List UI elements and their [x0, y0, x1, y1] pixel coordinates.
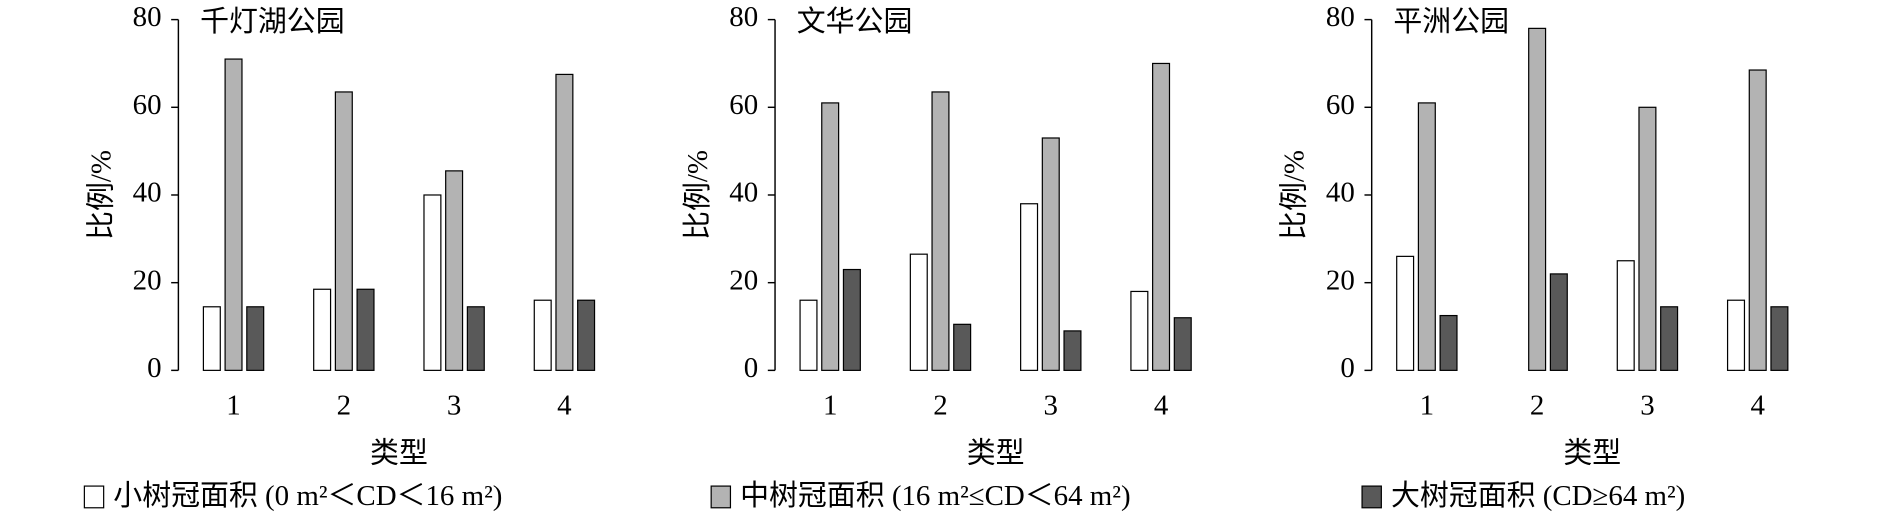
bar [931, 91, 950, 371]
x-tick-label: 3 [1640, 389, 1654, 421]
y-tick-label: 0 [744, 352, 758, 384]
bar [445, 170, 464, 371]
bar [423, 194, 442, 371]
bar [202, 306, 221, 371]
legend-label: 中树冠面积 (16 m²≤CD＜64 m²) [740, 480, 1131, 512]
y-tick-label: 40 [729, 177, 758, 209]
y-tick-label: 20 [1326, 264, 1355, 296]
y-tick-label: 80 [133, 1, 162, 33]
x-tick-label: 3 [1044, 389, 1058, 421]
legend-label: 大树冠面积 (CD≥64 m²) [1391, 480, 1685, 512]
x-tick-label: 2 [337, 389, 351, 421]
y-tick-label: 60 [729, 89, 758, 121]
x-tick-label: 1 [823, 389, 837, 421]
bar [555, 73, 574, 371]
bar [842, 268, 861, 371]
y-tick-label: 0 [147, 352, 161, 384]
x-tick-label: 1 [226, 389, 240, 421]
bar [1041, 137, 1060, 371]
bar [533, 299, 552, 371]
bar [313, 288, 332, 371]
x-tick-label: 2 [933, 389, 947, 421]
x-tick-label: 4 [557, 389, 571, 421]
y-axis-label: 比例/% [85, 150, 117, 240]
x-tick-label: 1 [1420, 389, 1434, 421]
bar [1726, 299, 1746, 371]
legend-swatch [710, 485, 732, 509]
bar [821, 102, 840, 371]
bar [1549, 273, 1568, 371]
bar [466, 306, 485, 371]
x-tick-label: 4 [1154, 389, 1168, 421]
x-tick-label: 2 [1530, 389, 1544, 421]
y-tick-label: 20 [133, 264, 162, 296]
bar [1638, 106, 1657, 371]
bar [1063, 330, 1082, 371]
chart-title: 平洲公园 [1393, 6, 1509, 38]
bar [1660, 306, 1679, 371]
bar [1396, 255, 1415, 371]
bar [1152, 62, 1171, 371]
y-tick-label: 40 [133, 177, 162, 209]
y-tick-label: 80 [729, 1, 758, 33]
y-tick-label: 80 [1326, 1, 1355, 33]
bar [1417, 102, 1436, 371]
chart-title: 文华公园 [797, 6, 913, 38]
legend-swatch [83, 485, 105, 509]
bar [224, 58, 243, 371]
bar [577, 299, 596, 371]
y-tick-label: 60 [133, 89, 162, 121]
y-axis-label: 比例/% [1279, 150, 1311, 240]
bar [909, 253, 928, 371]
bar [1173, 317, 1192, 371]
y-tick-label: 60 [1326, 89, 1355, 121]
y-axis-label: 比例/% [682, 150, 714, 240]
bar [953, 323, 972, 371]
y-tick-label: 40 [1326, 177, 1355, 209]
bar [1439, 314, 1458, 371]
bar [1748, 69, 1767, 371]
bar [1020, 203, 1039, 371]
x-axis-label: 类型 [967, 438, 1025, 470]
y-tick-label: 20 [729, 264, 758, 296]
y-tick-label: 0 [1340, 352, 1354, 384]
bar [334, 91, 353, 371]
bar [1528, 27, 1547, 371]
bar [356, 288, 375, 371]
legend-label: 小树冠面积 (0 m²＜CD＜16 m²) [113, 480, 502, 512]
bar [799, 299, 818, 371]
x-axis-label: 类型 [370, 438, 428, 470]
bar [1616, 260, 1635, 371]
x-tick-label: 4 [1750, 389, 1764, 421]
x-axis-label: 类型 [1563, 438, 1621, 470]
bar [1770, 306, 1789, 371]
bar [246, 306, 265, 371]
x-tick-label: 3 [447, 389, 461, 421]
legend-swatch [1361, 485, 1382, 509]
bar [1130, 290, 1149, 371]
chart-title: 千灯湖公园 [200, 6, 345, 38]
